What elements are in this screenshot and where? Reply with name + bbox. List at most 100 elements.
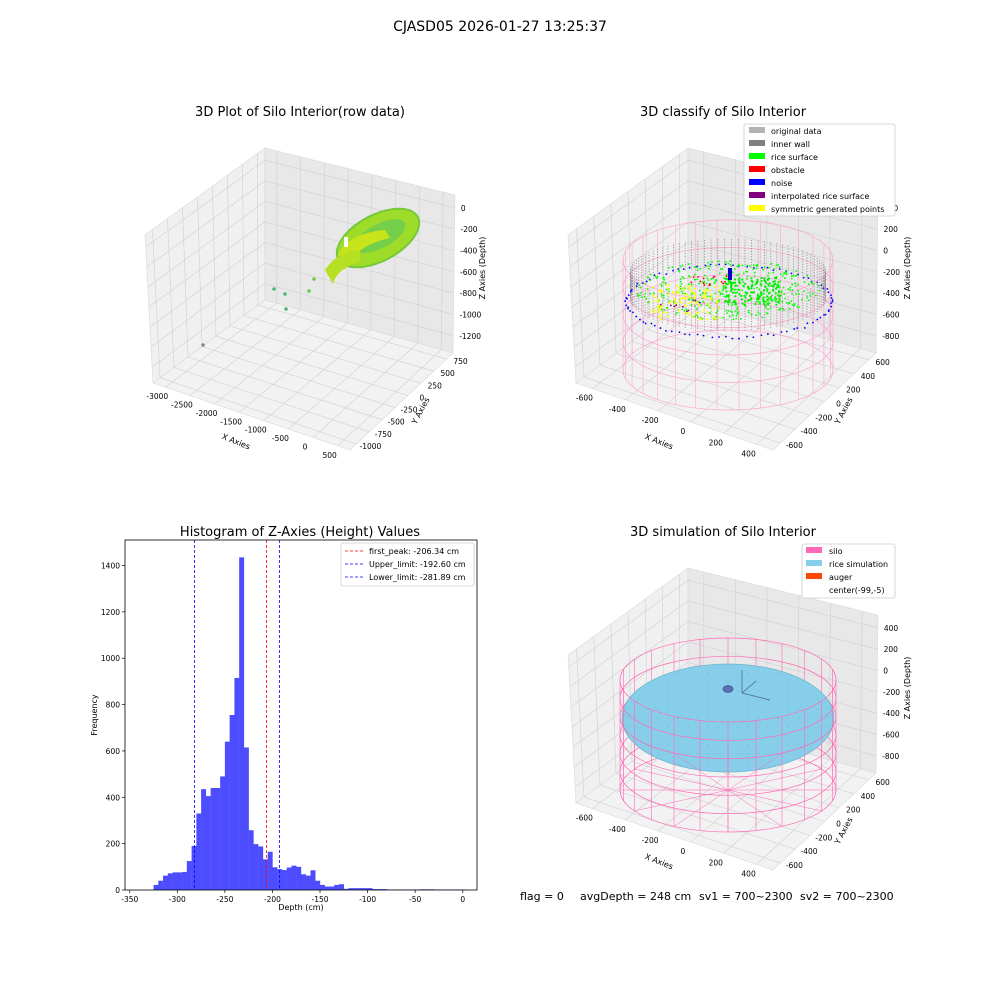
rice-surface-point — [728, 315, 731, 317]
rice-surface-point — [707, 261, 710, 264]
rice-surface-point — [794, 303, 796, 305]
symmetric-point — [705, 302, 708, 305]
symmetric-point — [675, 292, 678, 295]
rice-mesh-point — [757, 753, 759, 755]
rice-mesh-point — [677, 672, 679, 674]
rice-surface-point — [743, 303, 746, 306]
noise-point — [802, 276, 805, 279]
rice-surface-point — [741, 278, 744, 281]
rice-surface-point — [681, 276, 684, 278]
rice-surface-point — [795, 293, 798, 296]
symmetric-point — [686, 293, 689, 296]
y-gridline — [644, 179, 840, 388]
y-tick-label: -400 — [801, 427, 818, 436]
histogram-bar — [358, 888, 364, 890]
rice-surface-point — [767, 283, 769, 285]
rice-mesh-point — [727, 672, 729, 674]
rice-surface-point — [722, 288, 725, 290]
x-tick-label: -250 — [216, 895, 233, 904]
rice-mesh-point — [787, 708, 789, 710]
rice-mesh-point — [737, 744, 739, 746]
z-tick-label: 200 — [884, 645, 899, 654]
rice-mesh-point — [757, 708, 759, 710]
rice-surface-point — [753, 287, 756, 290]
rice-mesh-point — [737, 708, 739, 710]
y-tick-label: 800 — [106, 701, 121, 710]
rice-surface-point — [698, 282, 701, 285]
rice-surface-point — [745, 278, 748, 280]
rice-surface-point — [807, 283, 810, 286]
rice-surface-point — [679, 285, 682, 288]
noise-point — [682, 268, 685, 271]
rice-mesh-point — [777, 690, 779, 692]
rice-surface-point — [704, 274, 706, 277]
rice-mesh-point — [697, 735, 699, 737]
rice-mesh-point — [717, 753, 719, 755]
rice-mesh-point — [727, 717, 729, 719]
rice-surface-point — [754, 303, 757, 306]
rice-surface-point — [724, 300, 727, 303]
rice-surface-point — [701, 281, 704, 284]
z-tick-label: -400 — [883, 709, 900, 718]
rice-surface-point — [721, 268, 724, 270]
noise-point — [636, 282, 639, 285]
rice-surface-point — [750, 287, 753, 290]
x-tick-label: -100 — [359, 895, 376, 904]
x-tick-label: 400 — [741, 449, 756, 458]
rice-mesh-point — [717, 681, 719, 683]
rice-surface-point — [762, 299, 765, 302]
rice-surface-point — [706, 287, 709, 290]
rice-surface-point — [738, 279, 741, 283]
rice-mesh-point — [767, 681, 769, 683]
symmetric-point — [677, 286, 680, 289]
histogram-bar — [267, 851, 273, 890]
noise-point — [785, 330, 788, 333]
rice-surface-point — [706, 295, 709, 298]
rice-surface-point — [761, 316, 764, 319]
rice-surface-point — [716, 309, 719, 312]
rice-surface-point — [782, 309, 785, 312]
raw-3d-point — [307, 289, 311, 293]
rice-surface-point — [738, 293, 741, 296]
rice-mesh-point — [707, 699, 709, 701]
rice-surface-point — [736, 291, 739, 294]
symmetric-point — [659, 307, 662, 310]
rice-surface-point — [688, 298, 691, 301]
silo-floor-spoke — [673, 753, 729, 791]
histogram-bar — [381, 889, 387, 890]
rice-mesh-point — [647, 708, 649, 710]
rice-surface-point — [811, 292, 814, 295]
histogram-bar — [334, 884, 340, 890]
rice-surface-point — [784, 271, 786, 274]
rice-surface-point — [734, 310, 737, 313]
rice-mesh-point — [667, 726, 669, 728]
symmetric-point — [693, 292, 696, 295]
rice-surface-point — [727, 301, 730, 304]
histogram-bar — [220, 776, 226, 890]
rice-surface-point — [693, 273, 696, 276]
rice-surface-point — [709, 311, 711, 314]
noise-point — [665, 329, 667, 332]
obstacle-point — [725, 275, 728, 278]
rice-surface-point — [741, 289, 743, 292]
rice-surface-point — [708, 306, 711, 309]
rice-surface-point — [780, 290, 783, 293]
rice-surface-point — [759, 292, 763, 296]
rice-surface-point — [759, 312, 761, 315]
silo-floor-spoke — [727, 768, 822, 791]
rice-surface-point — [679, 280, 682, 283]
rice-mesh-point — [717, 672, 719, 674]
x-tick-label: 0 — [681, 427, 686, 436]
legend-label: silo — [829, 547, 843, 556]
rice-surface-point — [794, 275, 797, 277]
rice-surface-point — [756, 293, 759, 296]
rice-surface-point — [794, 285, 797, 288]
rice-surface-point — [803, 290, 805, 292]
rice-surface-point — [759, 301, 761, 304]
silo-floor-spoke — [634, 768, 729, 791]
symmetric-point — [653, 311, 656, 314]
histogram-bar — [234, 677, 240, 890]
rice-surface-point — [727, 298, 731, 301]
symmetric-point — [707, 289, 710, 292]
rice-surface-point — [727, 262, 730, 265]
